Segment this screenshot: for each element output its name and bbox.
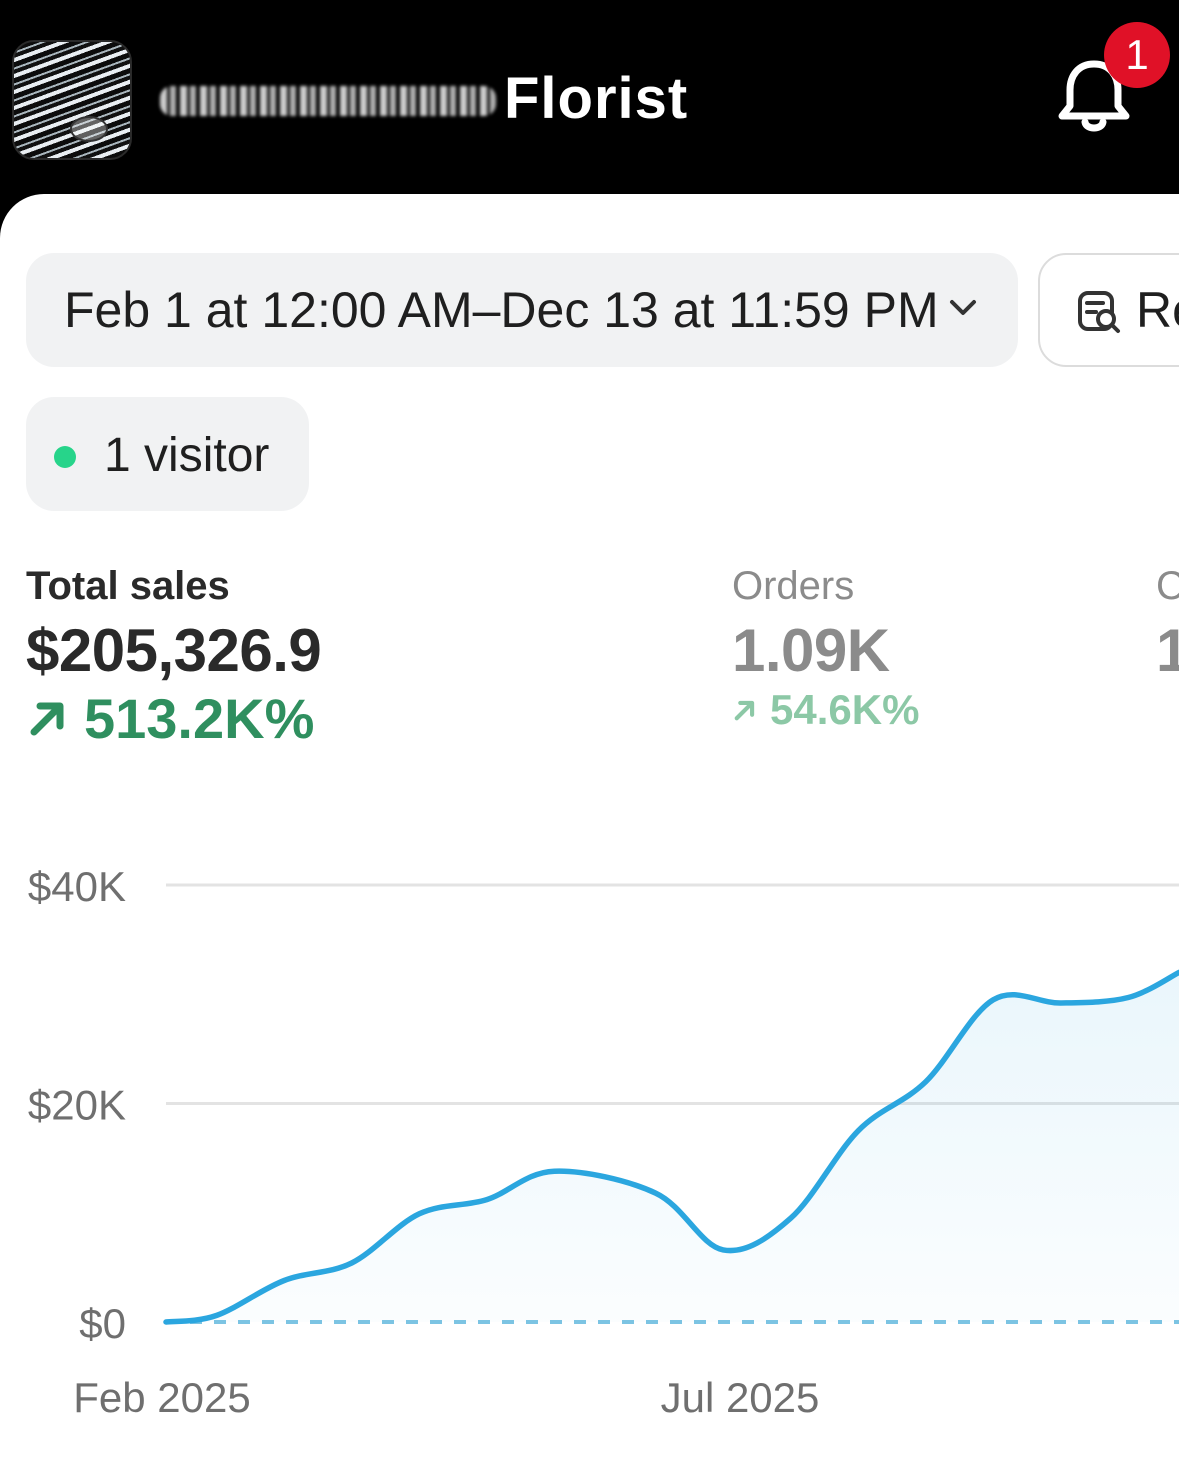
date-range-label: Feb 1 at 12:00 AM–Dec 13 at 11:59 PM bbox=[64, 282, 939, 338]
sales-point bbox=[165, 1321, 167, 1323]
sales-point bbox=[553, 1170, 555, 1172]
sales-point bbox=[283, 1279, 285, 1281]
orders-change-value: 54.6K% bbox=[770, 686, 920, 733]
total-sales-label: Total sales bbox=[26, 564, 230, 608]
sales-point bbox=[216, 1314, 218, 1316]
sales-point bbox=[992, 999, 994, 1001]
sales-line bbox=[163, 969, 1179, 1325]
y-tick-label: $40K bbox=[28, 863, 126, 910]
top-bar: Florist 1 bbox=[0, 0, 1179, 200]
third-metric-label: C bbox=[1156, 564, 1179, 608]
chevron-down-icon bbox=[950, 300, 976, 315]
third-metric-value: 1 bbox=[1156, 617, 1179, 684]
sales-point bbox=[1060, 1002, 1062, 1004]
notification-badge: 1 bbox=[1104, 22, 1170, 88]
reports-label: Re bbox=[1136, 282, 1179, 338]
live-visitors-pill[interactable]: 1 visitor bbox=[26, 397, 309, 511]
total-sales-change: 513.2K% bbox=[26, 686, 314, 750]
orders-value: 1.09K bbox=[732, 617, 890, 684]
sales-point bbox=[925, 1081, 927, 1083]
report-search-icon bbox=[1078, 291, 1120, 333]
redacted-store-name bbox=[160, 86, 496, 116]
x-tick-label: Feb 2025 bbox=[73, 1374, 250, 1421]
date-range-button[interactable]: Feb 1 at 12:00 AM–Dec 13 at 11:59 PM bbox=[26, 253, 1018, 367]
orders-label: Orders bbox=[732, 564, 855, 608]
sales-point bbox=[351, 1262, 353, 1264]
live-dot bbox=[54, 446, 76, 468]
y-tick-label: $0 bbox=[79, 1300, 126, 1347]
sales-point bbox=[486, 1199, 488, 1201]
total-sales-value: $205,326.9 bbox=[26, 617, 322, 684]
x-tick-label: Jul 2025 bbox=[661, 1374, 820, 1421]
store-name: Florist bbox=[504, 66, 689, 131]
arrow-up-right-icon bbox=[30, 702, 64, 736]
sales-point bbox=[857, 1130, 859, 1132]
arrow-up-right-icon bbox=[734, 700, 755, 721]
sales-point bbox=[418, 1213, 420, 1215]
reports-button[interactable]: Re bbox=[1038, 253, 1179, 367]
sales-point bbox=[790, 1217, 792, 1219]
orders-change: 54.6K% bbox=[732, 686, 919, 734]
sales-point bbox=[655, 1192, 657, 1194]
sales-point bbox=[722, 1249, 724, 1251]
y-tick-label: $20K bbox=[28, 1082, 126, 1129]
visitor-count: 1 visitor bbox=[104, 429, 270, 482]
sales-point bbox=[1127, 997, 1129, 999]
store-logo[interactable] bbox=[12, 40, 132, 160]
logo-emblem bbox=[70, 116, 108, 142]
total-sales-change-value: 513.2K% bbox=[84, 686, 315, 750]
sales-area-fill bbox=[166, 972, 1179, 1322]
